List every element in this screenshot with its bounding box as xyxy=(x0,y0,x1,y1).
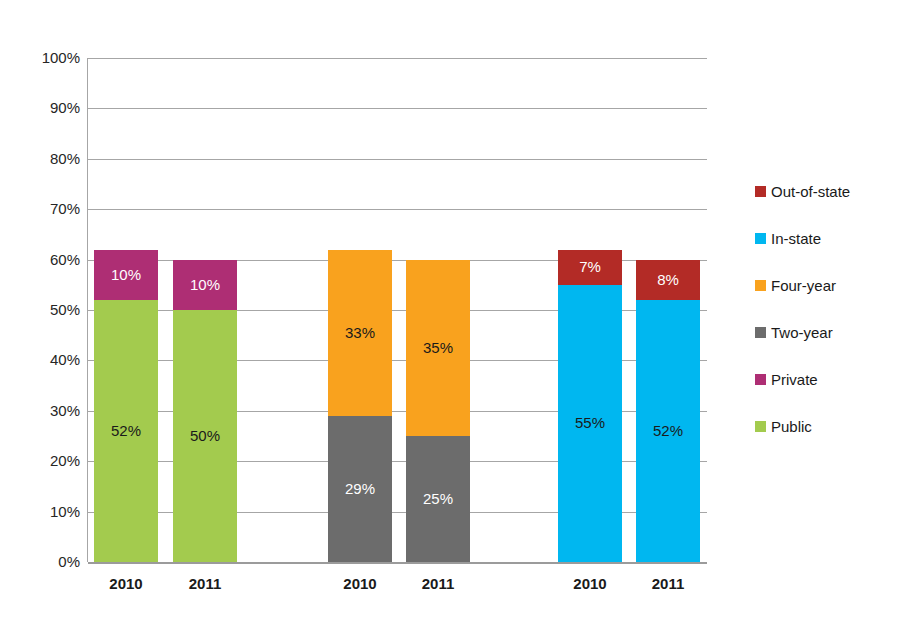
bar-segment-two-year: 29% xyxy=(328,416,392,562)
y-tick-label: 80% xyxy=(28,150,80,168)
gridline xyxy=(88,159,707,160)
y-tick-label: 30% xyxy=(28,402,80,420)
bar-segment-two-year: 25% xyxy=(406,436,470,562)
y-tick-label: 70% xyxy=(28,200,80,218)
legend-label: Four-year xyxy=(771,277,836,294)
legend-swatch-icon xyxy=(755,186,766,197)
x-tick-label: 2011 xyxy=(633,575,703,593)
x-tick-label: 2011 xyxy=(170,575,240,593)
bar-segment-four-year: 33% xyxy=(328,250,392,416)
x-tick-label: 2010 xyxy=(555,575,625,593)
bar-value-label: 52% xyxy=(653,422,683,440)
bar-value-label: 25% xyxy=(423,490,453,508)
x-tick-label: 2010 xyxy=(325,575,395,593)
legend-swatch-icon xyxy=(755,421,766,432)
bar-segment-in-state: 52% xyxy=(636,300,700,562)
bar-value-label: 10% xyxy=(111,266,141,284)
y-axis-line xyxy=(87,58,88,562)
bar-value-label: 50% xyxy=(190,427,220,445)
bar-segment-private: 10% xyxy=(94,250,158,300)
legend-swatch-icon xyxy=(755,327,766,338)
y-tick-label: 90% xyxy=(28,99,80,117)
y-tick-label: 50% xyxy=(28,301,80,319)
chart: 100% 90% 80% 70% 60% 50% 40% 30% 20% 10% 0% 52% 10%… xyxy=(0,0,900,625)
legend-swatch-icon xyxy=(755,233,766,244)
bar-value-label: 52% xyxy=(111,422,141,440)
gridline xyxy=(88,108,707,109)
bar-segment-four-year: 35% xyxy=(406,260,470,436)
x-tick-label: 2010 xyxy=(91,575,161,593)
bar-value-label: 35% xyxy=(423,339,453,357)
y-tick-label: 0% xyxy=(28,553,80,571)
legend-item-in-state: In-state xyxy=(755,228,821,248)
legend-label: Two-year xyxy=(771,324,833,341)
legend-item-private: Private xyxy=(755,369,818,389)
legend-label: Out-of-state xyxy=(771,183,850,200)
y-tick-label: 10% xyxy=(28,503,80,521)
bar-segment-public: 52% xyxy=(94,300,158,562)
bar-value-label: 33% xyxy=(345,324,375,342)
legend-swatch-icon xyxy=(755,280,766,291)
bar-value-label: 29% xyxy=(345,480,375,498)
bar-segment-out-of-state: 7% xyxy=(558,250,622,285)
legend-label: Private xyxy=(771,371,818,388)
legend-item-four-year: Four-year xyxy=(755,275,836,295)
gridline xyxy=(88,209,707,210)
bar-value-label: 55% xyxy=(575,414,605,432)
bar-value-label: 10% xyxy=(190,276,220,294)
legend-item-out-of-state: Out-of-state xyxy=(755,181,850,201)
bar-segment-out-of-state: 8% xyxy=(636,260,700,300)
bar-value-label: 7% xyxy=(579,258,601,276)
legend-label: Public xyxy=(771,418,812,435)
x-tick-label: 2011 xyxy=(403,575,473,593)
y-tick-label: 20% xyxy=(28,452,80,470)
bar-segment-public: 50% xyxy=(173,310,237,562)
y-tick-label: 40% xyxy=(28,351,80,369)
y-tick-label: 100% xyxy=(28,49,80,67)
gridline xyxy=(88,58,707,59)
bar-segment-private: 10% xyxy=(173,260,237,310)
x-axis-line xyxy=(88,562,707,564)
legend-swatch-icon xyxy=(755,374,766,385)
legend-item-public: Public xyxy=(755,416,812,436)
bar-value-label: 8% xyxy=(657,271,679,289)
legend-label: In-state xyxy=(771,230,821,247)
bar-segment-in-state: 55% xyxy=(558,285,622,562)
y-tick-label: 60% xyxy=(28,251,80,269)
legend-item-two-year: Two-year xyxy=(755,322,833,342)
